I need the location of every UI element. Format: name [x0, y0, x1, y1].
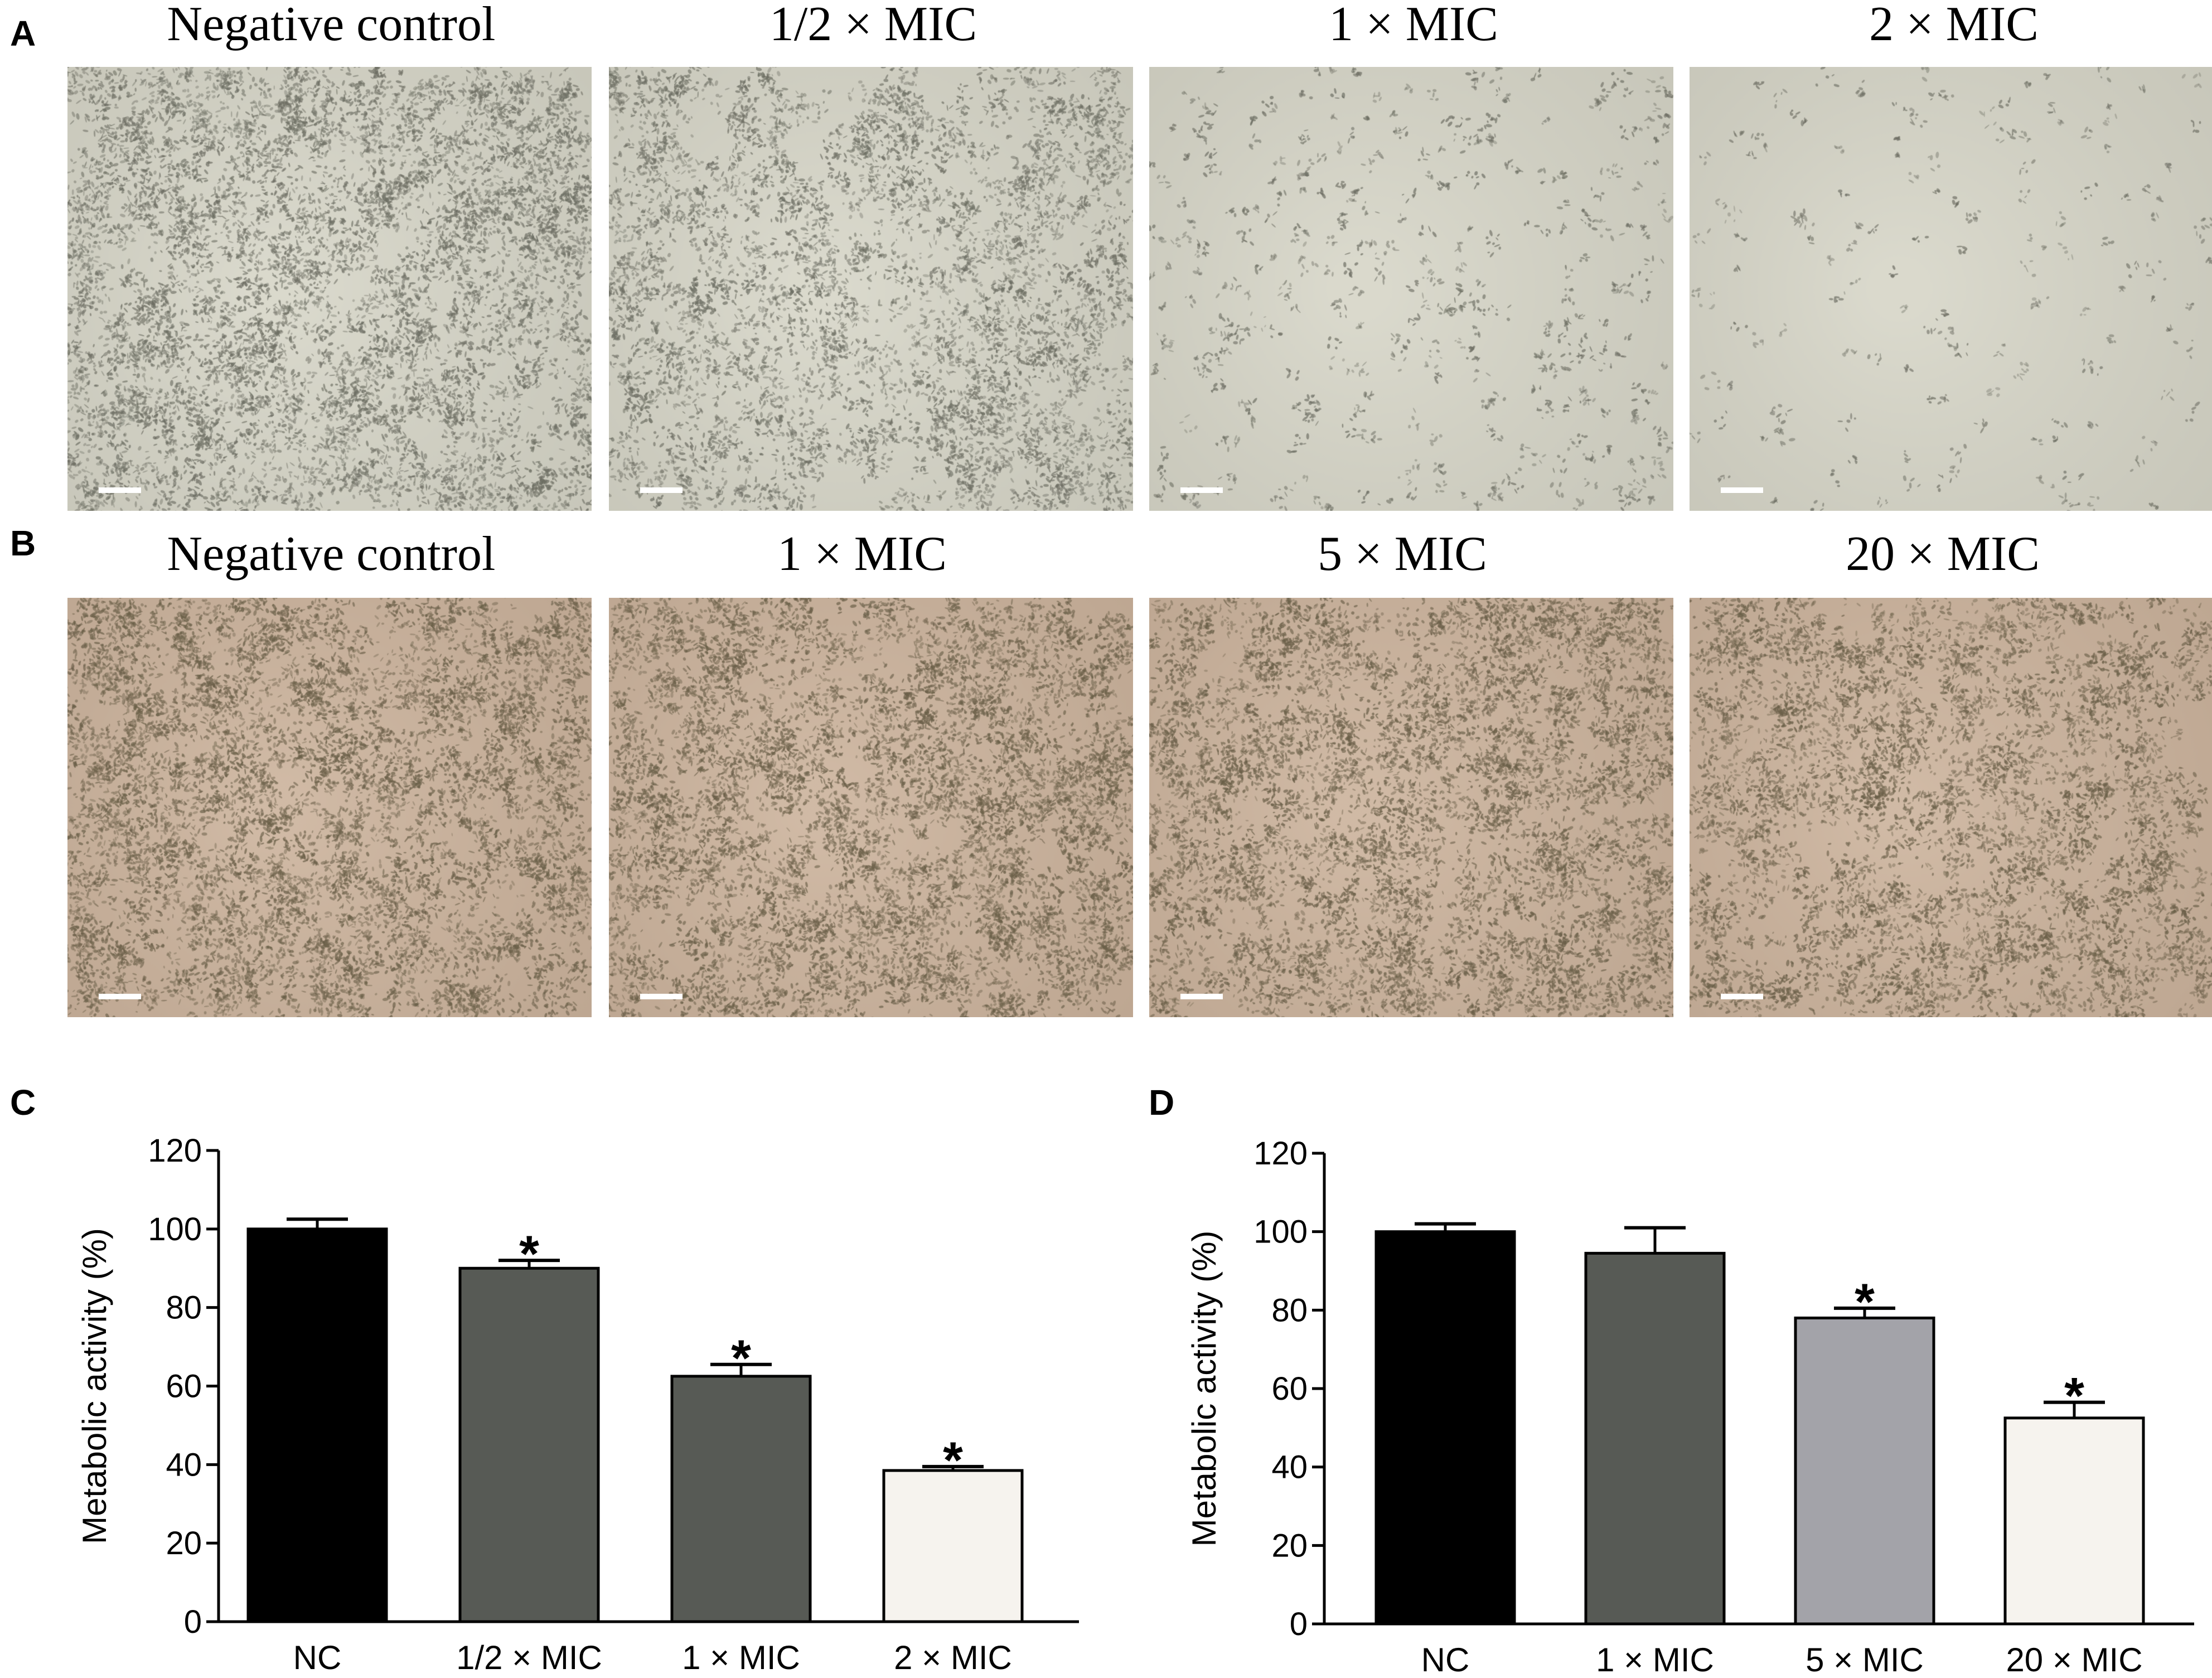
micrograph-b1 [67, 598, 592, 1017]
y-tick-label: 60 [1271, 1371, 1308, 1407]
micrograph-b4 [1690, 598, 2212, 1017]
x-tick-label: NC [293, 1639, 342, 1676]
image-title-a3: 1 × MIC [1329, 0, 1498, 51]
chart-c: 0 20 40 60 80 100 120 Metabolic activity (%) NC *… [76, 1133, 1079, 1676]
panel-label-b: B [10, 523, 36, 563]
image-title-b4: 20 × MIC [1846, 527, 2040, 581]
y-tick-label: 80 [166, 1290, 202, 1326]
image-title-b3: 5 × MIC [1318, 527, 1487, 581]
bar-2 [670, 1375, 812, 1623]
x-tick-label: 2 × MIC [894, 1639, 1012, 1676]
x-tick-label: 1 × MIC [1596, 1641, 1714, 1678]
micrograph-b3 [1149, 598, 1673, 1017]
micrograph-a3 [1149, 67, 1673, 511]
y-tick-label: 0 [1290, 1606, 1308, 1642]
image-title-b2: 1 × MIC [777, 527, 947, 581]
bar-1 [458, 1266, 600, 1623]
micrograph-a1 [67, 67, 592, 511]
significance-marker: * [519, 1226, 539, 1283]
bar-3 [2003, 1416, 2145, 1626]
y-axis-label: Metabolic activity (%) [1185, 1231, 1223, 1547]
y-tick-label: 20 [1271, 1527, 1308, 1564]
bar-1 [1584, 1251, 1726, 1626]
scale-bar [99, 487, 141, 493]
bar-0 [246, 1227, 388, 1623]
scale-bar [1180, 994, 1223, 999]
scale-bar [640, 994, 683, 999]
y-tick-label: 120 [148, 1133, 202, 1169]
image-title-a4: 2 × MIC [1869, 0, 2039, 51]
y-tick-label: 20 [166, 1525, 202, 1561]
y-tick-label: 100 [1253, 1214, 1308, 1250]
scale-bar [640, 487, 683, 493]
x-tick-label: 1 × MIC [682, 1639, 800, 1676]
significance-marker: * [2064, 1368, 2084, 1425]
image-title-a1: Negative control [167, 0, 496, 51]
bar-charts: 0 20 40 60 80 100 120 Metabolic activity (%) NC *… [76, 1133, 2194, 1678]
scale-bar [99, 994, 141, 999]
panel-label-a: A [10, 13, 36, 54]
chart-d: 0 20 40 60 80 100 120 Metabolic activity (%) NC 1… [1185, 1135, 2194, 1678]
significance-marker: * [943, 1432, 963, 1489]
y-tick-label: 60 [166, 1368, 202, 1405]
scale-bar [1721, 487, 1763, 493]
image-title-b1: Negative control [167, 527, 496, 581]
micrograph-a4 [1690, 67, 2212, 511]
scale-bar [1721, 994, 1763, 999]
bar-0 [1374, 1230, 1516, 1626]
image-title-a2: 1/2 × MIC [769, 0, 977, 51]
x-tick-label: 5 × MIC [1806, 1641, 1924, 1678]
x-tick-label: NC [1421, 1641, 1470, 1678]
significance-marker: * [731, 1330, 751, 1387]
panel-label-c: C [10, 1082, 36, 1123]
bar-3 [882, 1469, 1024, 1623]
panel-label-d: D [1149, 1082, 1175, 1123]
y-tick-label: 100 [148, 1211, 202, 1247]
y-tick-label: 0 [184, 1604, 202, 1640]
scale-bar [1180, 487, 1223, 493]
micrograph-a2 [609, 67, 1133, 511]
x-tick-label: 20 × MIC [2006, 1641, 2142, 1678]
x-tick-label: 1/2 × MIC [456, 1639, 602, 1676]
micrograph-b2 [609, 598, 1133, 1017]
y-tick-label: 40 [166, 1447, 202, 1483]
y-tick-label: 80 [1271, 1292, 1308, 1328]
y-axis-label: Metabolic activity (%) [76, 1228, 113, 1544]
y-tick-label: 40 [1271, 1449, 1308, 1486]
bar-2 [1794, 1316, 1935, 1626]
y-tick-label: 120 [1253, 1135, 1308, 1172]
significance-marker: * [1855, 1274, 1875, 1331]
